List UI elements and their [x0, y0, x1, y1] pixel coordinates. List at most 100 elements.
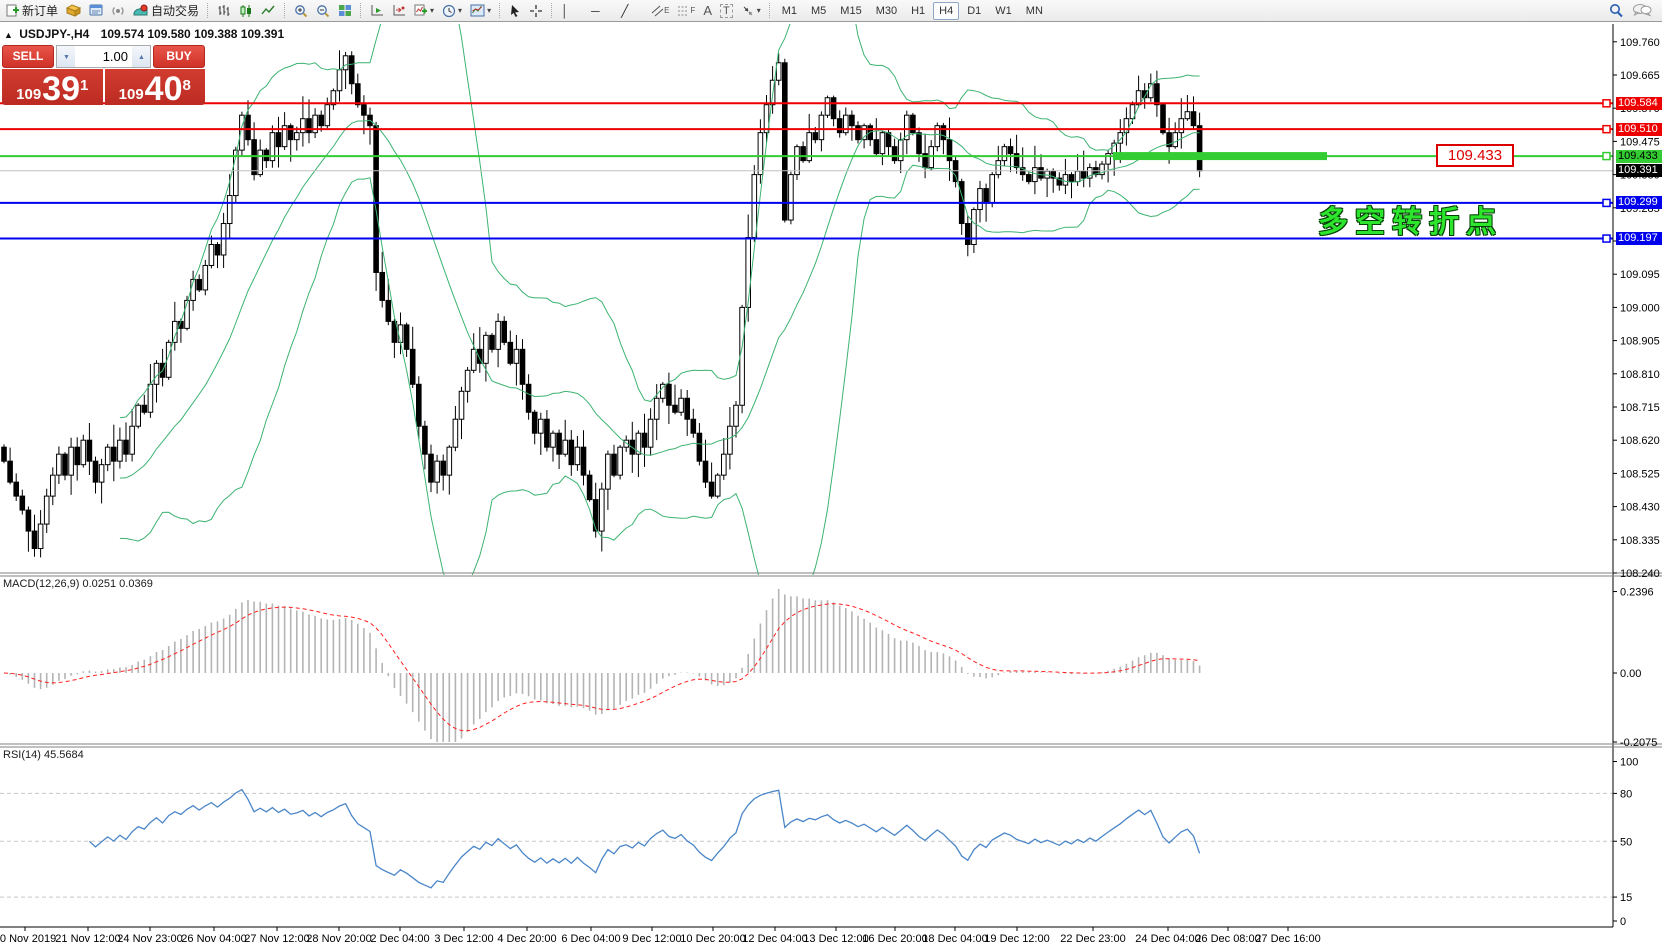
line-anchor-marker[interactable] — [1602, 99, 1611, 108]
auto-scroll-icon — [370, 4, 384, 17]
time-axis-label: 10 Dec 20:00 — [680, 933, 745, 945]
price-axis-tick-label: 109.285 — [1620, 203, 1660, 215]
chat-icon — [1632, 3, 1652, 18]
profiles-button[interactable] — [63, 1, 84, 21]
periods-button[interactable]: ▾ — [439, 1, 465, 21]
dropdown-arrow-icon[interactable]: ▾ — [430, 6, 435, 15]
templates-button[interactable]: ▾ — [467, 1, 494, 21]
timeframe-m30-button[interactable]: M30 — [875, 4, 898, 17]
rsi-pane — [0, 788, 1613, 898]
dropdown-arrow-icon[interactable]: ▾ — [458, 6, 463, 15]
candlestick-mode-button[interactable] — [236, 1, 256, 21]
dropdown-arrow-icon[interactable]: ▾ — [756, 6, 761, 15]
line-anchor-marker[interactable] — [1602, 124, 1611, 134]
volume-increase-button[interactable]: ▲ — [132, 46, 150, 67]
time-axis-label: 26 Nov 04:00 — [181, 933, 246, 945]
channel-tool-button[interactable]: E — [648, 1, 672, 21]
bar-chart-mode-button[interactable] — [214, 1, 234, 21]
zoom-out-button[interactable] — [313, 1, 333, 21]
terminal-icon — [89, 4, 103, 17]
new-order-label: 新订单 — [22, 4, 59, 18]
time-axis-label: 27 Dec 16:00 — [1255, 933, 1320, 945]
terminal-button[interactable] — [86, 1, 106, 21]
timeframe-group: M1 M5 M15 M30 H1 H4 D1 W1 MN — [775, 1, 1050, 20]
volume-decrease-button[interactable]: ▼ — [57, 46, 75, 67]
arrows-tool-button[interactable]: ▾ — [738, 1, 764, 21]
price-axis-tick-label: 109.665 — [1620, 70, 1660, 82]
timeframe-d1-button[interactable]: D1 — [967, 4, 982, 17]
hline-price-tag[interactable]: 109.433 — [1436, 144, 1514, 167]
indicators-add-icon — [414, 4, 428, 17]
text-tool-icon: A — [703, 3, 712, 18]
trade-panel-controls: SELL ▼ ▲ BUY — [2, 45, 205, 68]
price-axis-tick-label: 109.000 — [1620, 302, 1660, 314]
cursor-tool-button[interactable] — [506, 1, 524, 21]
time-axis-label: 3 Dec 12:00 — [434, 933, 493, 945]
timeframe-mn-button[interactable]: MN — [1025, 4, 1043, 17]
time-axis-label: 24 Nov 23:00 — [117, 933, 182, 945]
fibonacci-tool-button[interactable]: F — [674, 1, 698, 21]
candlestick-layer — [1, 50, 1203, 558]
auto-trading-label: 自动交易 — [151, 4, 200, 18]
channel-tool-label: E — [664, 6, 670, 15]
volume-input[interactable] — [75, 46, 132, 67]
toolbar-separator — [207, 3, 209, 18]
tile-windows-icon — [338, 4, 352, 17]
new-order-button[interactable]: 新订单 — [3, 1, 61, 21]
price-axis-tick-label: 109.570 — [1620, 103, 1660, 115]
timeframe-h1-button[interactable]: H1 — [911, 4, 926, 17]
time-axis-label: 26 Dec 08:00 — [1195, 933, 1260, 945]
rsi-axis-tick-label: 50 — [1620, 836, 1632, 848]
timeframe-h4-button[interactable]: H4 — [933, 1, 960, 20]
time-axis-label: 22 Dec 23:00 — [1060, 933, 1125, 945]
timeframe-m1-button[interactable]: M1 — [781, 4, 798, 17]
collapse-marker-icon[interactable]: ▲ — [4, 30, 13, 40]
search-button[interactable] — [1605, 1, 1627, 21]
line-chart-mode-button[interactable] — [258, 1, 279, 21]
time-axis-label: 13 Dec 12:00 — [803, 933, 868, 945]
time-axis-label: 9 Dec 12:00 — [622, 933, 681, 945]
tile-windows-button[interactable] — [335, 1, 355, 21]
macd-label: MACD(12,26,9) 0.0251 0.0369 — [3, 578, 153, 590]
dropdown-arrow-icon[interactable]: ▾ — [487, 6, 492, 15]
zoom-in-icon — [294, 4, 308, 18]
auto-scroll-button[interactable] — [367, 1, 387, 21]
price-axis-tick-label: 109.760 — [1620, 37, 1660, 49]
bar-chart-icon — [217, 4, 231, 18]
turning-point-annotation[interactable]: 多空转折点 — [1318, 206, 1503, 239]
line-anchor-marker[interactable] — [1602, 198, 1611, 208]
rsi-axis-tick-label: 0 — [1620, 916, 1626, 928]
clock-icon — [442, 4, 456, 18]
buy-price[interactable]: 109 40 8 — [104, 69, 205, 106]
sell-price[interactable]: 109 39 1 — [2, 69, 103, 106]
text-tool-button[interactable]: A — [700, 1, 715, 21]
time-axis-label: 6 Dec 04:00 — [561, 933, 620, 945]
signals-button[interactable] — [108, 1, 128, 21]
highlight-trendline-segment[interactable] — [1113, 152, 1327, 161]
auto-trading-button[interactable]: 自动交易 — [130, 1, 202, 21]
timeframe-m5-button[interactable]: M5 — [811, 4, 827, 17]
chat-button[interactable] — [1629, 1, 1655, 21]
zoom-in-button[interactable] — [291, 1, 311, 21]
line-anchor-marker[interactable] — [1602, 234, 1611, 243]
buy-button[interactable]: BUY — [153, 45, 205, 68]
crosshair-tool-button[interactable] — [526, 1, 546, 21]
sell-button[interactable]: SELL — [2, 45, 54, 68]
fibonacci-icon — [677, 5, 690, 17]
indicators-button[interactable]: ▾ — [411, 1, 437, 21]
trendline-tool-button[interactable]: ╱ — [621, 3, 629, 18]
price-axis-tick-label: 108.335 — [1620, 535, 1660, 547]
timeframe-w1-button[interactable]: W1 — [995, 4, 1012, 17]
vertical-line-tool-button[interactable]: │ — [561, 3, 569, 18]
chart-shift-button[interactable] — [389, 1, 409, 21]
line-anchor-marker[interactable] — [1602, 151, 1611, 161]
price-axis-tick-label: 108.430 — [1620, 502, 1660, 514]
buy-price-prefix: 109 — [118, 86, 144, 103]
price-axis-tick-label: 109.190 — [1620, 236, 1660, 248]
price-pane — [0, 24, 1613, 575]
toolbar-separator — [284, 3, 286, 18]
text-label-tool-button[interactable]: T — [717, 1, 736, 21]
timeframe-m15-button[interactable]: M15 — [840, 4, 862, 17]
horizontal-line-tool-button[interactable]: ─ — [591, 3, 600, 18]
